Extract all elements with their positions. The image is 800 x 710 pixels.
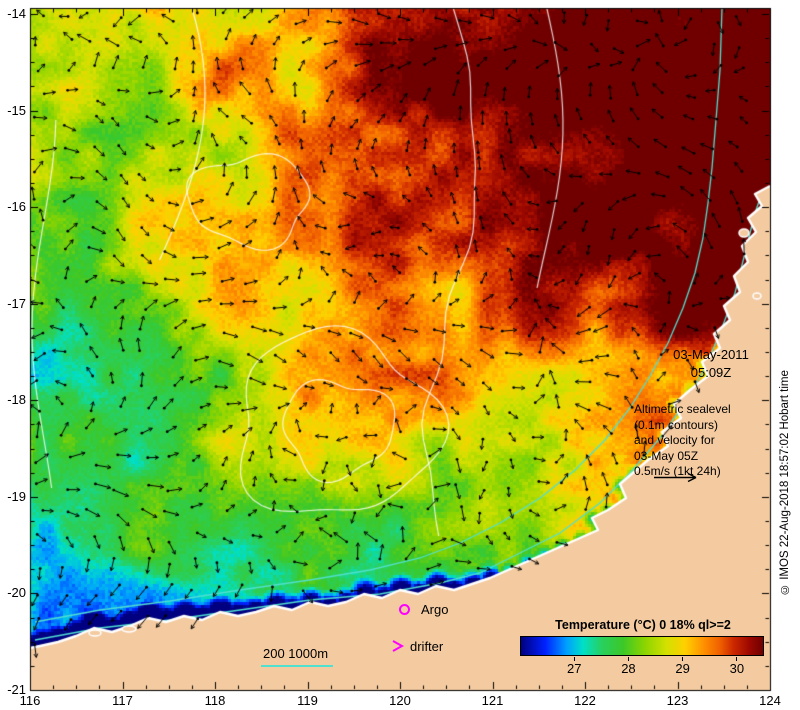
drifter-marker-icon (392, 640, 405, 652)
colorbar-tick (682, 657, 684, 661)
altimetric-annotation: Altimetric sealevel (0.1m contours) and … (634, 402, 731, 479)
bathymetry-legend-line (261, 665, 333, 667)
y-tick-label: -14 (7, 6, 26, 21)
colorbar-tick (627, 657, 629, 661)
drifter-label: drifter (410, 639, 444, 654)
x-tick-label: 124 (759, 693, 781, 708)
argo-marker-icon (399, 604, 410, 615)
colorbar-tick-label: 30 (729, 661, 745, 676)
colorbar-tick (573, 657, 575, 661)
x-tick-label: 119 (297, 693, 318, 708)
x-tick-label: 120 (389, 693, 411, 708)
y-tick-label: -20 (7, 585, 26, 601)
date-annotation: 03-May-2011 05:09Z (673, 347, 749, 381)
colorbar-ticks: 27 28 29 30 (520, 636, 764, 680)
y-tick-label: -19 (7, 488, 26, 504)
colorbar-tick-label: 29 (675, 661, 690, 676)
colorbar-tick-label: 27 (566, 661, 582, 676)
colorbar-title: Temperature (°C) 0 18% ql>=2 (555, 618, 731, 632)
colorbar-tick (736, 657, 738, 661)
x-tick-label: 123 (666, 693, 689, 708)
y-tick-label: -18 (7, 392, 26, 408)
velocity-scale-arrow-icon (654, 472, 697, 483)
y-tick-label: -17 (7, 295, 26, 311)
y-tick-label: -16 (7, 199, 26, 215)
x-tick-label: 122 (574, 693, 596, 708)
x-tick-label: 121 (481, 693, 504, 708)
x-tick-label: 117 (112, 693, 133, 708)
y-tick-label: -21 (7, 682, 26, 697)
argo-label: Argo (421, 602, 449, 617)
copyright-credit: © IMOS 22-Aug-2018 18:57:02 Hobart time (779, 370, 791, 595)
temperature-colorbar (520, 636, 764, 656)
bathymetry-legend-label: 200 1000m (263, 646, 329, 661)
y-tick-label: -15 (7, 102, 26, 118)
x-tick-label: 118 (204, 693, 226, 708)
colorbar-tick-label: 28 (621, 661, 636, 676)
x-tick-label: 116 (19, 693, 41, 708)
